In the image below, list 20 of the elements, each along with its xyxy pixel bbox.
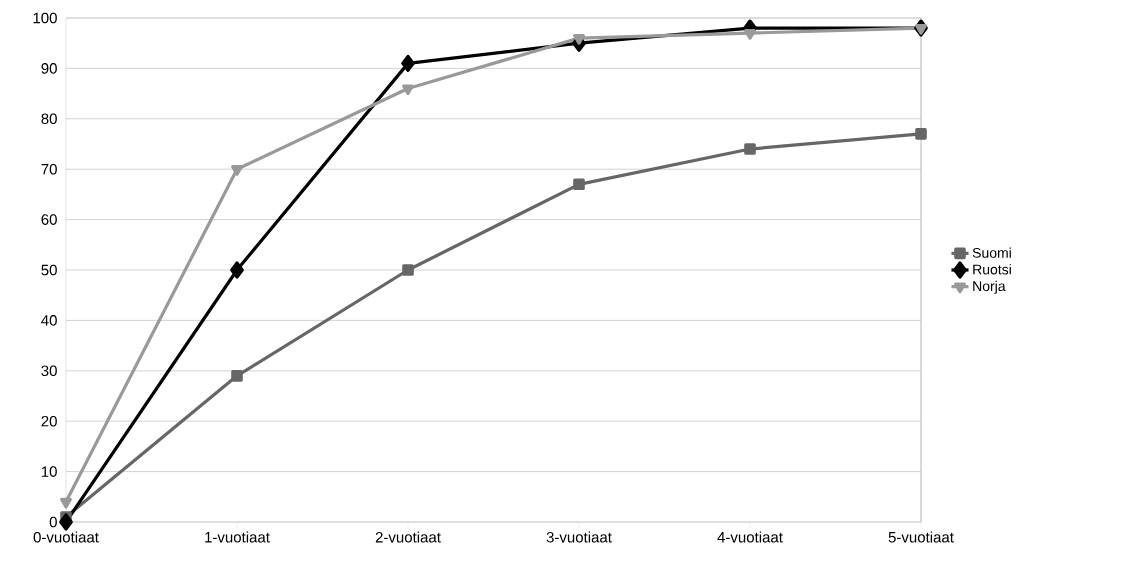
x-tick-label: 3-vuotiaat bbox=[546, 531, 612, 543]
y-tick-label: 50 bbox=[41, 264, 57, 276]
legend-label: Ruotsi bbox=[973, 264, 1011, 275]
x-tick-label: 5-vuotiaat bbox=[888, 531, 954, 543]
y-tick-label: 40 bbox=[41, 315, 57, 326]
legend-label: Suomi bbox=[972, 247, 1011, 258]
y-tick-label: 90 bbox=[41, 63, 57, 74]
x-tick-label: 4-vuotiaat bbox=[717, 531, 783, 543]
y-tick-label: 10 bbox=[41, 466, 57, 477]
y-tick-label: 60 bbox=[41, 214, 57, 225]
x-tick-label: 0-vuotiaat bbox=[33, 531, 99, 543]
y-tick-label: 30 bbox=[41, 365, 57, 377]
y-tick-label: 100 bbox=[33, 12, 57, 24]
legend-label: Norja bbox=[973, 280, 1006, 294]
y-tick-label: 20 bbox=[41, 415, 57, 427]
y-tick-label: 70 bbox=[41, 163, 57, 175]
y-tick-label: 80 bbox=[41, 113, 57, 125]
y-tick-label: 0 bbox=[49, 516, 57, 528]
x-tick-label: 2-vuotiaat bbox=[375, 531, 441, 543]
x-tick-label: 1-vuotiaat bbox=[205, 531, 270, 543]
